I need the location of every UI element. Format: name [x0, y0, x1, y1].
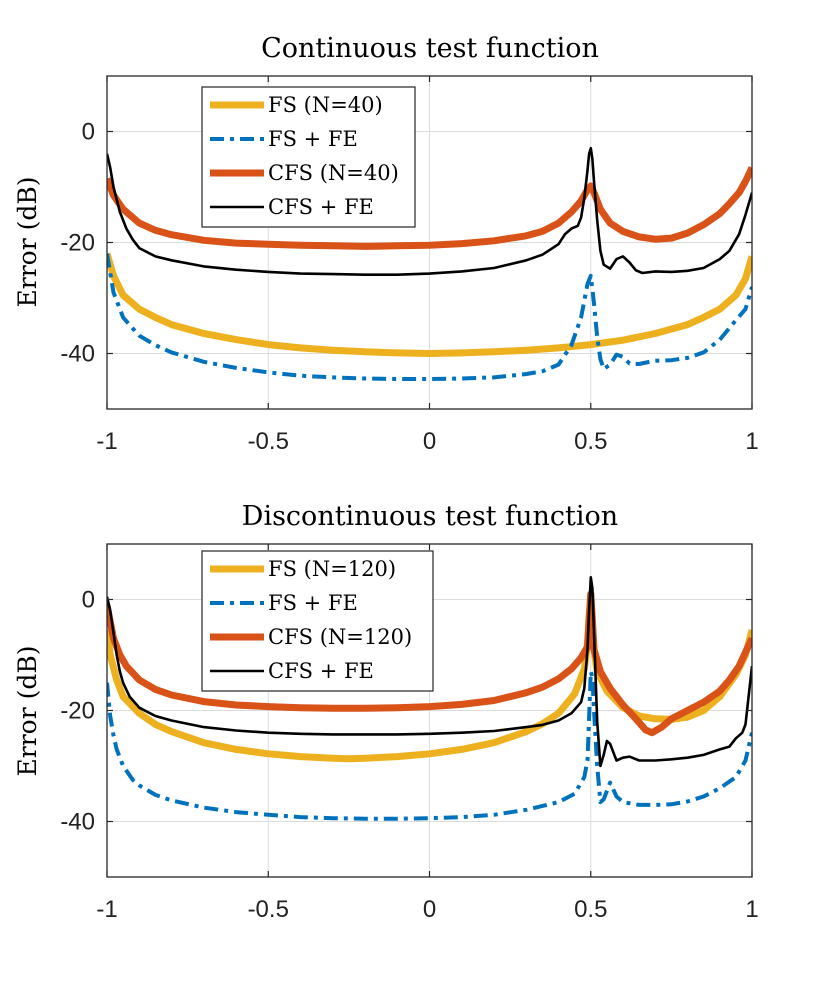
x-tick-label: -0.5: [248, 896, 289, 923]
x-tick-label: 0.5: [574, 896, 607, 923]
legend-box: [201, 550, 434, 692]
chart-discontinuous: Discontinuous test function Error (dB) -…: [13, 501, 759, 923]
x-tick-label: 1: [745, 896, 758, 923]
legend-label-3: CFS (N=120): [268, 625, 412, 649]
x-tick-label: 0: [423, 896, 436, 923]
legend-label-1: FS (N=120): [268, 557, 396, 581]
chart-title: Continuous test function: [261, 33, 599, 64]
chart-continuous: Continuous test function Error (dB) -1 -0…: [13, 33, 759, 455]
legend-label-4: CFS + FE: [268, 195, 374, 219]
legend-label-4: CFS + FE: [268, 659, 374, 683]
legend-box: [201, 86, 416, 228]
x-tick-label: 0: [423, 428, 436, 455]
legend-label-2: FS + FE: [268, 127, 358, 151]
chart-title: Discontinuous test function: [242, 501, 618, 532]
series-line-1: [107, 590, 752, 763]
series-line-3: [107, 590, 752, 737]
y-tick-label: 0: [82, 587, 95, 614]
legend: FS (N=120) FS + FE CFS (N=120) CFS + FE: [201, 550, 434, 692]
legend: FS (N=40) FS + FE CFS (N=40) CFS + FE: [201, 86, 416, 228]
x-tick-label: 1: [745, 428, 758, 455]
series-line-2: [107, 669, 752, 821]
y-axis-label: Error (dB): [13, 646, 42, 777]
y-tick-label: -20: [60, 230, 95, 257]
x-tick-label: 0.5: [574, 428, 607, 455]
y-axis-label: Error (dB): [13, 177, 42, 308]
y-tick-label: 0: [82, 119, 95, 146]
x-tick-label: -1: [96, 428, 117, 455]
series-line-3: [107, 166, 752, 250]
x-tick-label: -1: [96, 896, 117, 923]
y-tick-label: -20: [60, 698, 95, 725]
legend-label-2: FS + FE: [268, 591, 358, 615]
y-tick-label: -40: [60, 809, 95, 836]
y-tick-label: -40: [60, 341, 95, 368]
series-line-4: [107, 146, 752, 277]
series-line-4: [107, 575, 752, 768]
x-tick-label: -0.5: [248, 428, 289, 455]
series-line-1: [107, 252, 752, 357]
legend-label-1: FS (N=40): [268, 93, 383, 117]
legend-label-3: CFS (N=40): [268, 161, 399, 185]
series-line-2: [107, 253, 752, 381]
